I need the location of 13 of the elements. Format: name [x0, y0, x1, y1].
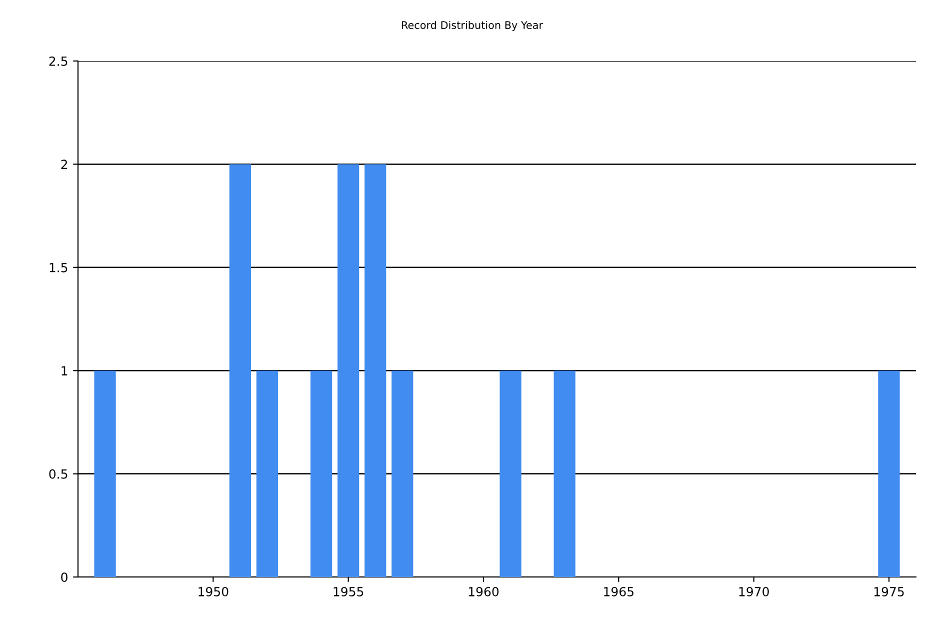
x-tick-label: 1955	[334, 586, 364, 596]
y-tick-label: 2.5	[49, 56, 68, 66]
x-tick-label: 1965	[604, 586, 634, 596]
y-tick-label: 2	[61, 160, 68, 169]
y-tick-label: 1.5	[50, 263, 68, 272]
y-tick-label: 1	[62, 366, 68, 376]
y-tick-label: 0	[61, 572, 68, 582]
x-tick-label: 1975	[874, 586, 904, 596]
x-tick-label: 1950	[198, 586, 228, 596]
x-tick-label: 1960	[468, 586, 499, 596]
x-tick-label: 1970	[739, 586, 769, 596]
y-tick-label: 0.5	[49, 469, 68, 479]
chart-title: Record Distribution By Year	[402, 20, 544, 32]
